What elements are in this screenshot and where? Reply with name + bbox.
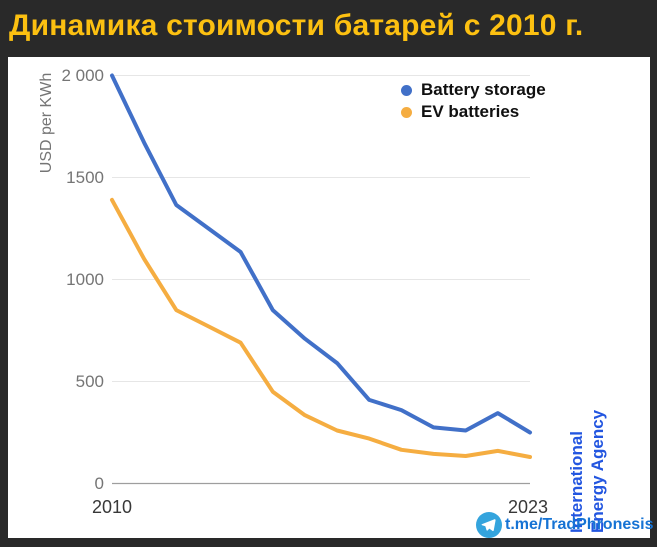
battery-storage-dot-icon <box>401 84 412 96</box>
y-tick-2000: 2 000 <box>61 65 104 85</box>
y-tick-0: 0 <box>94 473 104 493</box>
telegram-icon <box>476 512 502 538</box>
series-line-ev-batteries <box>110 197 532 459</box>
chart-title: Динамика стоимости батарей с 2010 г. <box>9 9 584 42</box>
iea-watermark-line1: International <box>567 430 586 533</box>
y-tick-500: 500 <box>75 371 104 391</box>
series-line-battery-storage <box>110 73 532 435</box>
telegram-handle[interactable]: t.me/TradPhronesis <box>505 516 654 533</box>
legend-label: EV batteries <box>421 102 520 121</box>
telegram-credit: t.me/TradPhronesis <box>476 512 654 538</box>
x-tick-2010: 2010 <box>91 497 133 517</box>
y-tick-1000: 1000 <box>66 269 104 289</box>
iea-watermark-line2: Energy Agency <box>588 409 607 533</box>
x-tick-2023: 2023 <box>507 497 549 517</box>
legend-label: Battery storage <box>421 80 546 99</box>
line-chart <box>110 73 532 485</box>
legend-item-battery-storage[interactable]: Battery storage <box>401 79 546 101</box>
chart-panel: USD per KWh 0 500 1000 1500 2 000 2010 2023 … <box>8 57 654 538</box>
y-tick-1500: 1500 <box>66 167 104 187</box>
legend: Battery storage EV batteries <box>401 79 546 123</box>
ev-batteries-dot-icon <box>401 106 412 118</box>
iea-watermark: International Energy Agency <box>566 373 610 533</box>
legend-item-ev-batteries[interactable]: EV batteries <box>401 101 546 123</box>
